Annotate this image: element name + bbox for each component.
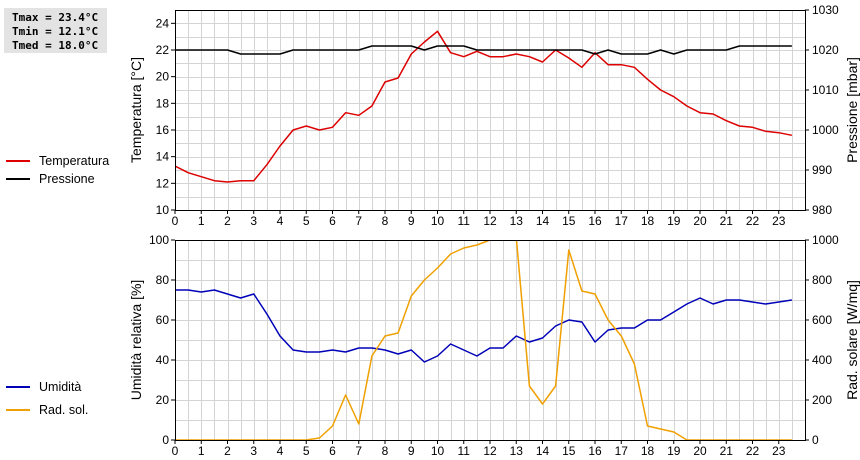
x-tick-label: 0 — [172, 214, 179, 228]
legend-label-pressione: Pressione — [39, 172, 95, 186]
y-tick-label: 80 — [156, 273, 170, 287]
x-tick-label: 4 — [277, 214, 284, 228]
x-tick-label: 6 — [329, 444, 336, 458]
x-tick-label: 10 — [431, 444, 445, 458]
x-tick-label: 7 — [355, 214, 362, 228]
x-tick-label: 16 — [588, 444, 602, 458]
x-tick-label: 14 — [536, 444, 550, 458]
x-tick-label: 11 — [458, 214, 471, 228]
x-tick-label: 18 — [641, 444, 655, 458]
legend-label-temperatura: Temperatura — [39, 154, 110, 168]
x-tick-label: 8 — [382, 444, 389, 458]
x-tick-label: 7 — [355, 444, 362, 458]
x-tick-label: 6 — [329, 214, 336, 228]
series-line-rad-sol- — [175, 240, 792, 440]
y2-tick-label: 400 — [812, 353, 832, 367]
y-tick-label: 16 — [156, 123, 170, 137]
series-line-umidit- — [175, 289, 793, 363]
x-tick-label: 17 — [615, 214, 629, 228]
y-tick-label: 20 — [156, 393, 170, 407]
legend-swatch-umidita — [6, 386, 30, 388]
y2-tick-label: 0 — [812, 433, 819, 447]
x-tick-label: 11 — [458, 444, 471, 458]
y-tick-label: 20 — [156, 70, 170, 84]
y2-tick-label: 1020 — [812, 43, 839, 57]
series-line-pressione — [175, 45, 792, 55]
x-tick-label: 21 — [720, 214, 734, 228]
legend-swatch-rad-sol — [6, 409, 30, 411]
y-tick-label: 60 — [156, 313, 170, 327]
x-tick-label: 9 — [408, 214, 415, 228]
x-tick-label: 10 — [431, 214, 445, 228]
x-tick-label: 4 — [277, 444, 284, 458]
series-line-temperatura — [175, 30, 793, 183]
x-tick-label: 20 — [693, 444, 707, 458]
x-tick-label: 23 — [772, 444, 786, 458]
y2-axis-title: Rad. solare [W/mq] — [844, 280, 860, 400]
x-tick-label: 19 — [667, 214, 681, 228]
tmed-stat: Tmed = 18.0°C — [12, 39, 99, 52]
y-tick-label: 0 — [162, 433, 169, 447]
x-tick-label: 13 — [510, 444, 524, 458]
x-tick-label: 16 — [588, 214, 602, 228]
y-tick-label: 12 — [156, 176, 170, 190]
y2-tick-label: 1030 — [812, 3, 839, 17]
legend-swatch-pressione — [6, 178, 30, 180]
x-tick-label: 12 — [483, 444, 497, 458]
x-tick-label: 14 — [536, 214, 550, 228]
tmax-stat: Tmax = 23.4°C — [12, 11, 99, 24]
y-tick-label: 22 — [156, 43, 170, 57]
x-tick-label: 2 — [224, 444, 231, 458]
x-tick-label: 9 — [408, 444, 415, 458]
y-tick-label: 24 — [156, 16, 170, 30]
y2-tick-label: 1000 — [812, 123, 839, 137]
x-tick-label: 1 — [198, 214, 205, 228]
stats-box: Tmax = 23.4°C Tmin = 12.1°C Tmed = 18.0°… — [4, 8, 107, 53]
y2-tick-label: 800 — [812, 273, 832, 287]
y2-tick-label: 980 — [812, 203, 832, 217]
y2-axis-title: Pressione [mbar] — [844, 57, 860, 163]
x-tick-label: 18 — [641, 214, 655, 228]
y2-tick-label: 990 — [812, 163, 832, 177]
y2-tick-label: 1000 — [812, 233, 839, 247]
x-tick-label: 15 — [562, 214, 576, 228]
x-tick-label: 2 — [224, 214, 231, 228]
x-tick-label: 0 — [172, 444, 179, 458]
chart-panel-1: 0 1 2 3 4 5 6 7 8 9 10 11 12 13 14 15 16 17 18 19 20 21 22 2310… — [128, 3, 860, 228]
legend-swatch-temperatura — [6, 160, 30, 162]
chart-panel-2: 0 1 2 3 4 5 6 7 8 9 10 11 12 13 14 15 16 17 18 19 20 21 22 2302… — [128, 233, 860, 458]
y2-tick-label: 1010 — [812, 83, 839, 97]
x-tick-label: 20 — [693, 214, 707, 228]
x-tick-label: 13 — [510, 214, 524, 228]
legend-label-umidita: Umidità — [39, 380, 82, 394]
y-axis-title: Temperatura [°C] — [128, 57, 144, 163]
x-tick-label: 5 — [303, 444, 310, 458]
y-tick-label: 40 — [156, 353, 170, 367]
y-tick-label: 14 — [156, 150, 170, 164]
y2-tick-label: 600 — [812, 313, 832, 327]
x-tick-label: 15 — [562, 444, 576, 458]
y-axis-title: Umidità relativa [%] — [128, 280, 144, 401]
tmin-stat: Tmin = 12.1°C — [12, 25, 99, 38]
x-tick-label: 22 — [746, 444, 760, 458]
x-tick-label: 22 — [746, 214, 760, 228]
x-tick-label: 21 — [720, 444, 734, 458]
y2-tick-label: 200 — [812, 393, 832, 407]
x-tick-label: 17 — [615, 444, 629, 458]
x-tick-label: 12 — [483, 214, 497, 228]
x-tick-label: 5 — [303, 214, 310, 228]
legend-label-rad-sol: Rad. sol. — [39, 403, 89, 417]
x-tick-label: 8 — [382, 214, 389, 228]
x-tick-label: 23 — [772, 214, 786, 228]
y-tick-label: 18 — [156, 96, 170, 110]
x-tick-label: 3 — [250, 444, 257, 458]
x-tick-label: 19 — [667, 444, 681, 458]
x-tick-label: 3 — [250, 214, 257, 228]
y-tick-label: 100 — [149, 233, 169, 247]
x-tick-label: 1 — [198, 444, 205, 458]
y-tick-label: 10 — [156, 203, 170, 217]
